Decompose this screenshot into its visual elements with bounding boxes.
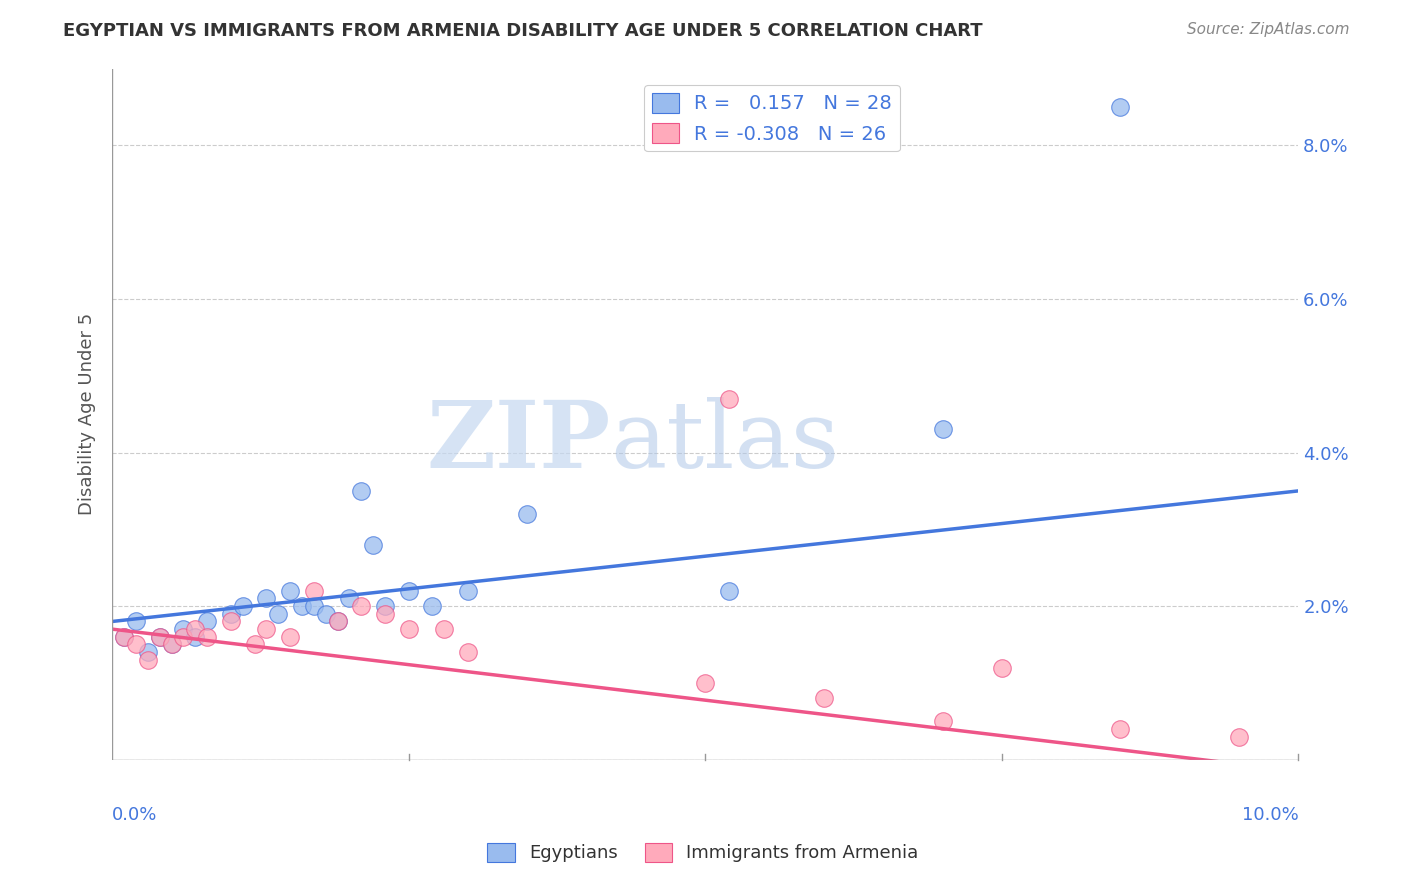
Point	[398, 583, 420, 598]
Point	[149, 630, 172, 644]
Point	[136, 653, 159, 667]
Point	[291, 599, 314, 613]
Point	[172, 630, 194, 644]
Point	[326, 615, 349, 629]
Point	[149, 630, 172, 644]
Point	[302, 599, 325, 613]
Point	[184, 630, 207, 644]
Point	[112, 630, 135, 644]
Legend: R =   0.157   N = 28, R = -0.308   N = 26: R = 0.157 N = 28, R = -0.308 N = 26	[644, 85, 900, 152]
Text: 0.0%: 0.0%	[112, 805, 157, 824]
Point	[374, 607, 396, 621]
Point	[931, 422, 953, 436]
Point	[172, 622, 194, 636]
Point	[350, 483, 373, 498]
Text: EGYPTIAN VS IMMIGRANTS FROM ARMENIA DISABILITY AGE UNDER 5 CORRELATION CHART: EGYPTIAN VS IMMIGRANTS FROM ARMENIA DISA…	[63, 22, 983, 40]
Point	[350, 599, 373, 613]
Point	[1109, 722, 1132, 736]
Point	[326, 615, 349, 629]
Point	[125, 615, 148, 629]
Point	[160, 638, 183, 652]
Point	[813, 691, 835, 706]
Point	[267, 607, 290, 621]
Point	[243, 638, 266, 652]
Point	[931, 714, 953, 729]
Point	[195, 615, 218, 629]
Point	[219, 615, 242, 629]
Point	[339, 591, 361, 606]
Point	[422, 599, 444, 613]
Text: 10.0%: 10.0%	[1241, 805, 1298, 824]
Legend: Egyptians, Immigrants from Armenia: Egyptians, Immigrants from Armenia	[481, 836, 925, 870]
Point	[160, 638, 183, 652]
Point	[991, 660, 1014, 674]
Point	[315, 607, 337, 621]
Point	[254, 591, 277, 606]
Point	[136, 645, 159, 659]
Point	[695, 676, 717, 690]
Point	[302, 583, 325, 598]
Point	[278, 630, 301, 644]
Point	[254, 622, 277, 636]
Point	[717, 583, 740, 598]
Text: Source: ZipAtlas.com: Source: ZipAtlas.com	[1187, 22, 1350, 37]
Point	[717, 392, 740, 406]
Point	[232, 599, 254, 613]
Point	[184, 622, 207, 636]
Point	[112, 630, 135, 644]
Text: ZIP: ZIP	[426, 397, 610, 487]
Point	[433, 622, 456, 636]
Point	[219, 607, 242, 621]
Y-axis label: Disability Age Under 5: Disability Age Under 5	[79, 313, 96, 516]
Point	[195, 630, 218, 644]
Point	[1227, 730, 1250, 744]
Point	[125, 638, 148, 652]
Point	[457, 583, 479, 598]
Text: atlas: atlas	[610, 397, 839, 487]
Point	[516, 507, 538, 521]
Point	[1109, 100, 1132, 114]
Point	[361, 538, 384, 552]
Point	[457, 645, 479, 659]
Point	[374, 599, 396, 613]
Point	[278, 583, 301, 598]
Point	[398, 622, 420, 636]
